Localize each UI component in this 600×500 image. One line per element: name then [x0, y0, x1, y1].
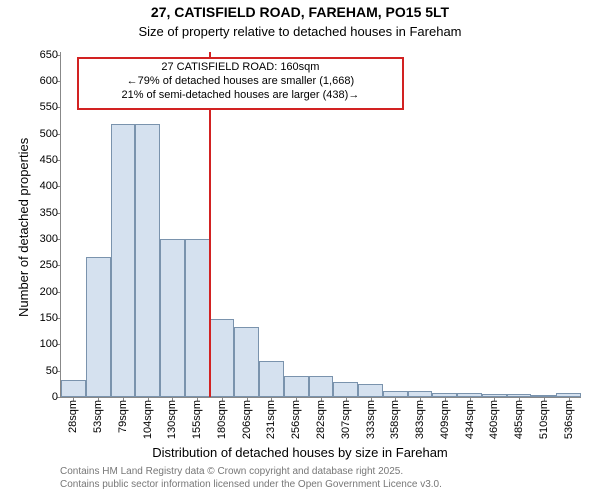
chart-subtitle: Size of property relative to detached ho…	[0, 24, 600, 39]
y-tick-label: 200	[40, 286, 58, 298]
y-tick-label: 350	[40, 207, 58, 219]
y-tick-label: 50	[46, 365, 58, 377]
histogram-bar	[333, 382, 358, 397]
x-tick-label: 155sqm	[191, 400, 203, 439]
histogram-bar	[259, 361, 284, 397]
y-tick-label: 100	[40, 338, 58, 350]
x-tick-label: 79sqm	[117, 400, 129, 433]
arrow-left-icon: ←	[127, 75, 138, 89]
histogram-bar	[160, 239, 185, 397]
y-tick-label: 500	[40, 128, 58, 140]
x-tick-label: 231sqm	[265, 400, 277, 439]
histogram-bar	[86, 257, 111, 397]
arrow-right-icon: →	[348, 89, 359, 103]
x-tick-label: 460sqm	[488, 400, 500, 439]
figure-root: 27, CATISFIELD ROAD, FAREHAM, PO15 5LT S…	[0, 0, 600, 500]
x-tick-label: 307sqm	[340, 400, 352, 439]
x-tick-label: 409sqm	[439, 400, 451, 439]
x-tick-label: 333sqm	[365, 400, 377, 439]
x-tick-label: 180sqm	[216, 400, 228, 439]
attribution-block: Contains HM Land Registry data © Crown c…	[60, 465, 442, 491]
y-tick-label: 150	[40, 312, 58, 324]
plot-area: 0501001502002503003504004505005506006502…	[60, 52, 581, 398]
histogram-bar	[111, 124, 136, 397]
x-tick-label: 104sqm	[142, 400, 154, 439]
histogram-bar	[358, 384, 383, 397]
x-tick-label: 28sqm	[67, 400, 79, 433]
x-tick-label: 536sqm	[563, 400, 575, 439]
y-tick-label: 550	[40, 101, 58, 113]
x-tick-label: 510sqm	[538, 400, 550, 439]
y-tick-label: 300	[40, 233, 58, 245]
y-tick-label: 250	[40, 259, 58, 271]
x-tick-label: 383sqm	[414, 400, 426, 439]
attribution-line-1: Contains HM Land Registry data © Crown c…	[60, 465, 442, 478]
histogram-bar	[210, 319, 235, 397]
annotation-box: 27 CATISFIELD ROAD: 160sqm← 79% of detac…	[77, 57, 405, 110]
y-tick-label: 0	[52, 391, 58, 403]
x-tick-label: 434sqm	[464, 400, 476, 439]
annotation-line-2: ← 79% of detached houses are smaller (1,…	[83, 75, 399, 89]
x-tick-label: 282sqm	[315, 400, 327, 439]
y-tick-label: 600	[40, 75, 58, 87]
annotation-line-3: 21% of semi-detached houses are larger (…	[83, 89, 399, 103]
x-tick-label: 485sqm	[513, 400, 525, 439]
histogram-bar	[61, 380, 86, 397]
histogram-bar	[284, 376, 309, 397]
annotation-line-1: 27 CATISFIELD ROAD: 160sqm	[83, 61, 399, 75]
y-tick-label: 650	[40, 49, 58, 61]
x-tick-label: 53sqm	[92, 400, 104, 433]
attribution-line-2: Contains public sector information licen…	[60, 478, 442, 491]
x-tick-label: 256sqm	[290, 400, 302, 439]
x-tick-label: 130sqm	[166, 400, 178, 439]
y-tick-label: 400	[40, 180, 58, 192]
y-tick-label: 450	[40, 154, 58, 166]
histogram-bar	[309, 376, 334, 397]
y-axis-label: Number of detached properties	[16, 137, 31, 316]
histogram-bar	[135, 124, 160, 397]
x-tick-label: 358sqm	[389, 400, 401, 439]
histogram-bar	[234, 327, 259, 397]
x-tick-label: 206sqm	[241, 400, 253, 439]
chart-title: 27, CATISFIELD ROAD, FAREHAM, PO15 5LT	[0, 4, 600, 20]
x-axis-label: Distribution of detached houses by size …	[0, 445, 600, 460]
histogram-bar	[185, 239, 210, 397]
